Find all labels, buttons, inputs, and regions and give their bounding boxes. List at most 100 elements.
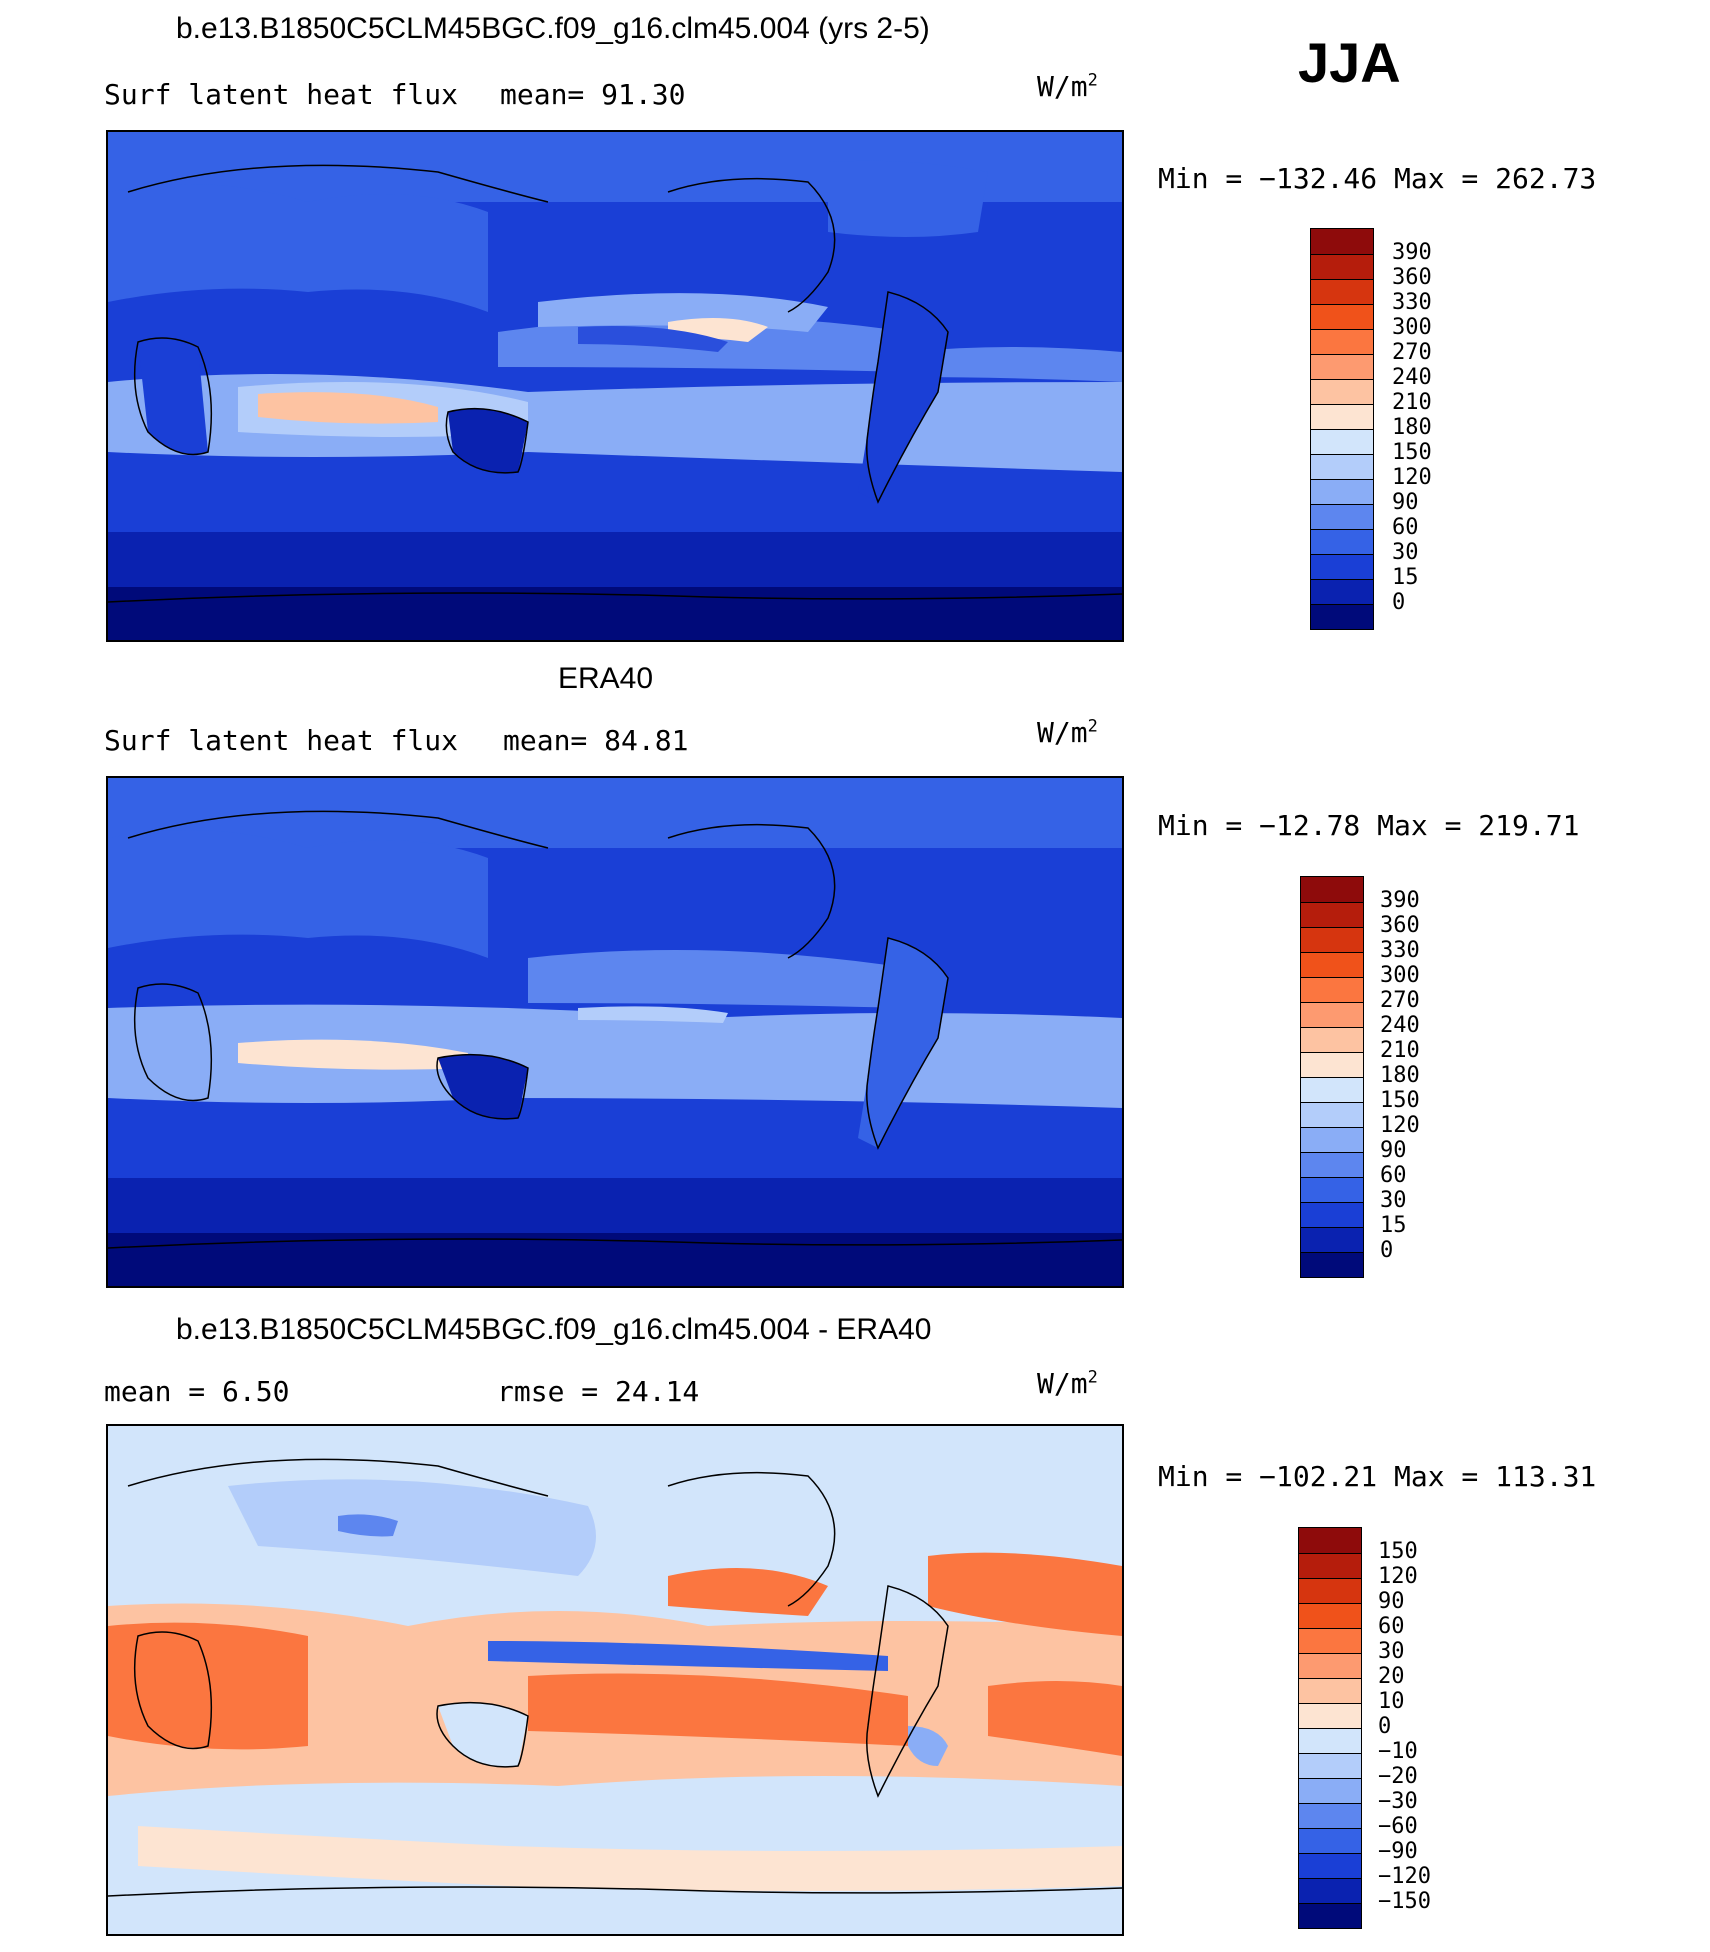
colorbar-swatch — [1299, 1628, 1361, 1653]
colorbar-swatch — [1299, 1853, 1361, 1878]
colorbar-tick-label: 150 — [1392, 440, 1432, 465]
colorbar-swatch — [1299, 1728, 1361, 1753]
model-latent-heat-map — [106, 130, 1124, 642]
colorbar-swatch — [1301, 1077, 1363, 1102]
colorbar-swatch — [1311, 529, 1373, 554]
panel-3-mean-label: mean = 6.50 — [104, 1375, 290, 1408]
panel-2-title: ERA40 — [558, 662, 654, 695]
colorbar-tick-label: 150 — [1380, 1088, 1420, 1113]
colorbar-tick-label: 90 — [1392, 490, 1419, 515]
colorbar-tick-label: 90 — [1380, 1138, 1407, 1163]
colorbar-tick-label: 0 — [1392, 590, 1406, 615]
colorbar-tick-label: 210 — [1392, 390, 1432, 415]
colorbar-swatch — [1301, 1127, 1363, 1152]
colorbar-tick-label: −150 — [1378, 1889, 1431, 1914]
colorbar-swatch — [1299, 1828, 1361, 1853]
colorbar-tick-label: 60 — [1392, 515, 1419, 540]
panel-2-variable-label: Surf latent heat flux — [104, 724, 459, 757]
colorbar-swatch — [1311, 354, 1373, 379]
colorbar-swatch — [1299, 1553, 1361, 1578]
colorbar-swatch — [1299, 1778, 1361, 1803]
colorbar-tick-label: 120 — [1380, 1113, 1420, 1138]
colorbar-tick-label: 60 — [1378, 1614, 1405, 1639]
colorbar-swatch — [1311, 504, 1373, 529]
colorbar-swatch — [1299, 1528, 1361, 1553]
colorbar-swatch — [1311, 229, 1373, 254]
colorbar-swatch — [1301, 1177, 1363, 1202]
colorbar-tick-label: −20 — [1378, 1764, 1418, 1789]
colorbar-swatch — [1311, 304, 1373, 329]
colorbar-swatch — [1299, 1603, 1361, 1628]
colorbar-swatch — [1311, 329, 1373, 354]
colorbar-tick-label: 30 — [1380, 1188, 1407, 1213]
colorbar-tick-label: 120 — [1392, 465, 1432, 490]
difference-map — [106, 1424, 1124, 1936]
colorbar-tick-label: 30 — [1378, 1639, 1405, 1664]
colorbar-tick-label: −30 — [1378, 1789, 1418, 1814]
colorbar-swatch — [1301, 952, 1363, 977]
era40-latent-heat-map — [106, 776, 1124, 1288]
colorbar-tick-label: −60 — [1378, 1814, 1418, 1839]
colorbar-tick-label: 150 — [1378, 1539, 1418, 1564]
colorbar-swatch — [1311, 479, 1373, 504]
colorbar-swatch — [1301, 1052, 1363, 1077]
panel-2-mean-label: mean= 84.81 — [503, 724, 689, 757]
colorbar-swatch — [1301, 1252, 1363, 1277]
colorbar-swatch — [1311, 579, 1373, 604]
colorbar-swatch — [1301, 1202, 1363, 1227]
colorbar-tick-label: 180 — [1392, 415, 1432, 440]
colorbar-swatch — [1301, 877, 1363, 902]
colorbar-swatch — [1311, 279, 1373, 304]
colorbar-tick-label: 120 — [1378, 1564, 1418, 1589]
colorbar-tick-label: 330 — [1380, 938, 1420, 963]
panel-3-minmax: Min = −102.21 Max = 113.31 — [1158, 1460, 1597, 1493]
colorbar-tick-label: 300 — [1380, 963, 1420, 988]
colorbar-swatch — [1301, 927, 1363, 952]
colorbar-tick-label: 20 — [1378, 1664, 1405, 1689]
colorbar-tick-label: 15 — [1392, 565, 1419, 590]
colorbar-swatch — [1299, 1678, 1361, 1703]
colorbar-tick-label: 270 — [1380, 988, 1420, 1013]
panel-1-title: b.e13.B1850C5CLM45BGC.f09_g16.clm45.004 … — [176, 12, 930, 45]
colorbar-tick-label: 240 — [1392, 365, 1432, 390]
colorbar-swatch — [1299, 1878, 1361, 1903]
panel-3-rmse-label: rmse = 24.14 — [497, 1375, 700, 1408]
colorbar-tick-label: 300 — [1392, 315, 1432, 340]
colorbar-tick-label: −10 — [1378, 1739, 1418, 1764]
colorbar-tick-label: 180 — [1380, 1063, 1420, 1088]
colorbar-tick-label: 0 — [1378, 1714, 1392, 1739]
panel-3-title: b.e13.B1850C5CLM45BGC.f09_g16.clm45.004 … — [176, 1313, 932, 1346]
panel-1-mean-label: mean= 91.30 — [500, 78, 686, 111]
panel-1-variable-label: Surf latent heat flux — [104, 78, 459, 111]
panel-1-unit: W/m2 — [1037, 70, 1098, 103]
colorbar-swatch — [1311, 604, 1373, 629]
colorbar-tick-label: 390 — [1380, 888, 1420, 913]
panel-2-colorbar — [1300, 876, 1364, 1278]
colorbar-tick-label: 0 — [1380, 1238, 1394, 1263]
colorbar-swatch — [1299, 1653, 1361, 1678]
colorbar-tick-label: 60 — [1380, 1163, 1407, 1188]
colorbar-tick-label: 90 — [1378, 1589, 1405, 1614]
colorbar-swatch — [1299, 1803, 1361, 1828]
colorbar-swatch — [1301, 902, 1363, 927]
colorbar-tick-label: 360 — [1392, 265, 1432, 290]
colorbar-swatch — [1311, 254, 1373, 279]
colorbar-swatch — [1311, 454, 1373, 479]
colorbar-swatch — [1301, 1002, 1363, 1027]
colorbar-tick-label: −120 — [1378, 1864, 1431, 1889]
colorbar-swatch — [1301, 1102, 1363, 1127]
colorbar-swatch — [1311, 404, 1373, 429]
colorbar-swatch — [1301, 1227, 1363, 1252]
colorbar-swatch — [1311, 554, 1373, 579]
colorbar-tick-label: 210 — [1380, 1038, 1420, 1063]
colorbar-swatch — [1299, 1578, 1361, 1603]
colorbar-tick-label: 330 — [1392, 290, 1432, 315]
panel-2-unit: W/m2 — [1037, 716, 1098, 749]
colorbar-swatch — [1299, 1703, 1361, 1728]
panel-3-colorbar — [1298, 1527, 1362, 1929]
colorbar-swatch — [1311, 429, 1373, 454]
colorbar-swatch — [1311, 379, 1373, 404]
colorbar-tick-label: 270 — [1392, 340, 1432, 365]
colorbar-tick-label: 390 — [1392, 240, 1432, 265]
colorbar-tick-label: 30 — [1392, 540, 1419, 565]
